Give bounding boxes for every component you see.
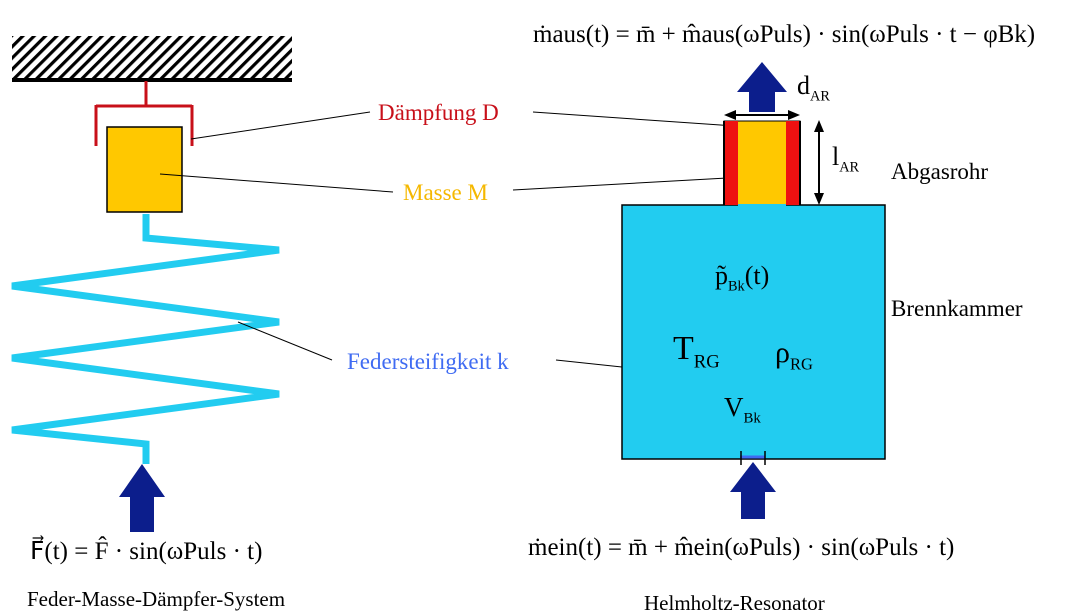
outlet-arrow — [737, 62, 787, 112]
exhaust-pipe-label: Abgasrohr — [891, 159, 989, 184]
combustion-chamber — [621, 204, 886, 460]
force-arrow — [119, 464, 165, 532]
combustion-chamber-label: Brennkammer — [891, 296, 1023, 321]
spring — [11, 214, 280, 464]
inlet-arrow — [730, 462, 776, 519]
damping-label: Dämpfung D — [378, 100, 499, 125]
pressure-symbol: p̃Bk(t) — [715, 261, 770, 295]
density-symbol: ρRG — [775, 336, 813, 374]
outlet-mass-flow-equation: ṁaus(t) = m̄ + m̂aus(ωPuls) · sin(ωPuls … — [533, 21, 1036, 48]
exhaust-pipe — [723, 120, 801, 206]
volume-symbol: VBk — [724, 392, 761, 427]
pipe-diameter-dimension — [724, 110, 800, 120]
ceiling-hatch — [12, 36, 292, 79]
pipe-length-dimension — [814, 120, 824, 205]
temperature-symbol: TRG — [673, 330, 720, 373]
pipe-length-symbol: lAR — [832, 142, 860, 176]
inlet-mass-flow-equation: ṁein(t) = m̄ + m̂ein(ωPuls) · sin(ωPuls … — [528, 534, 955, 561]
spring-stiffness-label: Federsteifigkeit k — [347, 349, 509, 374]
left-caption: Feder-Masse-Dämpfer-System — [27, 587, 286, 611]
mass-label: Masse M — [403, 180, 488, 205]
right-caption: Helmholtz-Resonator — [644, 591, 825, 615]
force-equation: F⃗(t) = F̂ · sin(ωPuls · t) — [30, 538, 263, 565]
leader-lines — [159, 111, 746, 371]
mass-block — [106, 126, 183, 213]
pipe-diameter-symbol: dAR — [797, 71, 830, 105]
inlet-marks — [740, 451, 766, 465]
